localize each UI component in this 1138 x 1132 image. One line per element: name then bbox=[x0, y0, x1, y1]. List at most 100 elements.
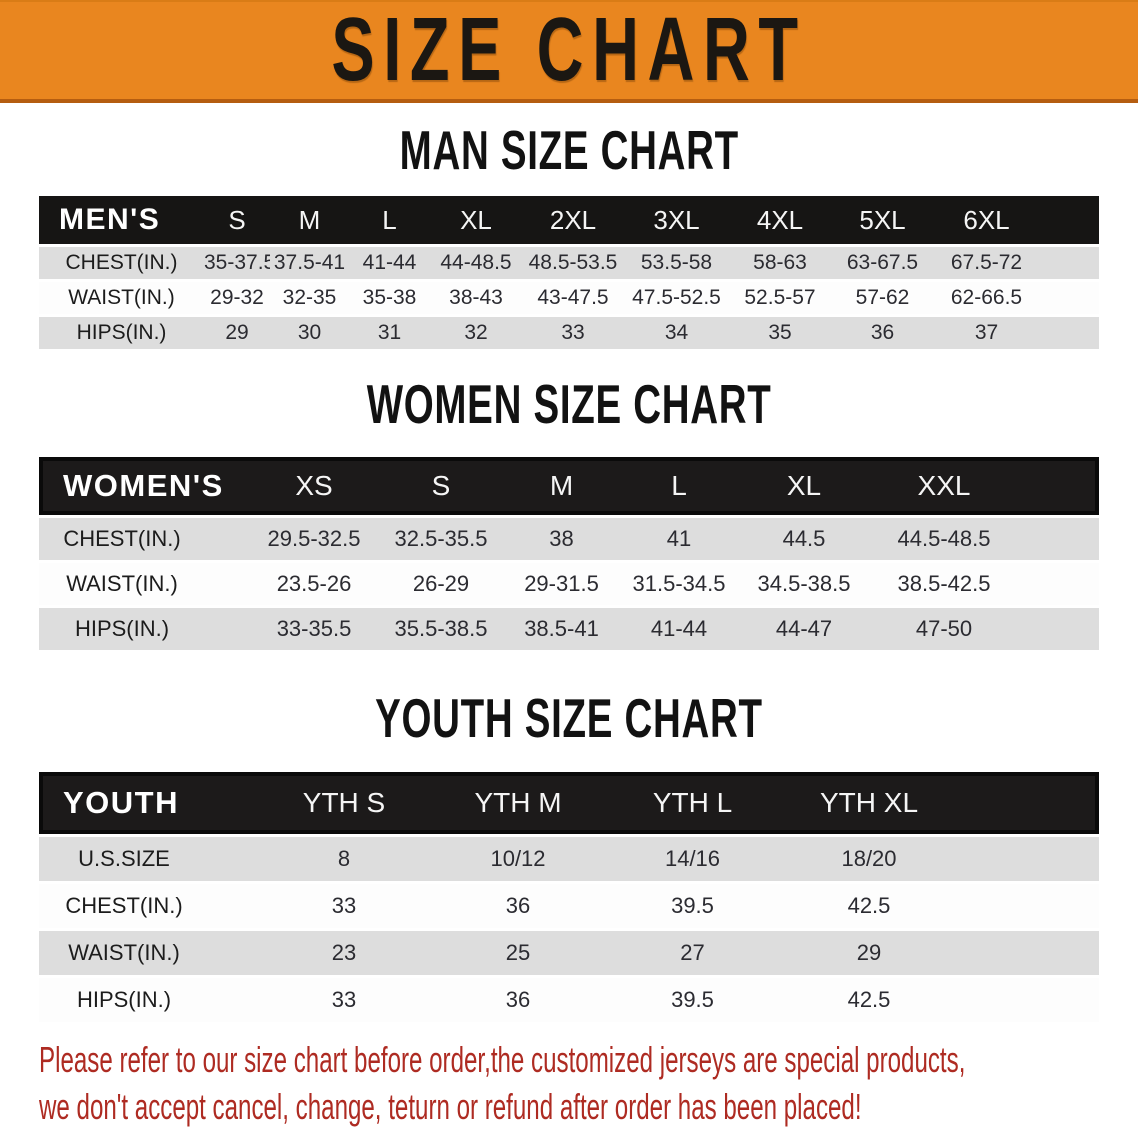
measurement-value: 38-43 bbox=[430, 279, 522, 314]
measurement-value: 29.5-32.5 bbox=[249, 515, 379, 560]
banner-title: SIZE CHART bbox=[331, 0, 807, 100]
measurement-row: U.S.SIZE 8 10/12 14/16 18/20 bbox=[39, 834, 1099, 881]
women-table-title: WOMEN'S bbox=[39, 457, 249, 515]
size-column-header: L bbox=[620, 457, 738, 515]
header-spacer bbox=[958, 772, 1099, 834]
men-chart-heading: MAN SIZE CHART bbox=[0, 123, 1138, 178]
size-column-header: 3XL bbox=[624, 196, 729, 244]
measurement-value: 36 bbox=[831, 314, 934, 349]
size-chart-sections: MAN SIZE CHART MEN'S S M L XL 2XL 3XL 4XL 5XL 6XL C… bbox=[0, 123, 1138, 1022]
measurement-value: 30 bbox=[270, 314, 349, 349]
section-men-size-chart: MAN SIZE CHART MEN'S S M L XL 2XL 3XL 4XL 5XL 6XL C… bbox=[0, 123, 1138, 349]
measurement-value: 23.5-26 bbox=[249, 560, 379, 605]
measurement-value: 10/12 bbox=[431, 834, 605, 881]
size-column-header: YTH M bbox=[431, 772, 605, 834]
measurement-value: 48.5-53.5 bbox=[522, 244, 624, 279]
measurement-value: 41-44 bbox=[620, 605, 738, 650]
measurement-value: 36 bbox=[431, 881, 605, 928]
header-spacer bbox=[1039, 196, 1099, 244]
size-column-header: XL bbox=[738, 457, 870, 515]
measurement-row: HIPS(IN.) 33 36 39.5 42.5 bbox=[39, 975, 1099, 1022]
measurement-value: 29 bbox=[780, 928, 958, 975]
measurement-row: WAIST(IN.) 23 25 27 29 bbox=[39, 928, 1099, 975]
women-chart-heading: WOMEN SIZE CHART bbox=[0, 377, 1138, 432]
row-spacer bbox=[1039, 314, 1099, 349]
women-size-table: WOMEN'S XS S M L XL XXL CHEST(IN.) 29.5-32.5 32.5… bbox=[39, 457, 1099, 650]
measurement-label: U.S.SIZE bbox=[39, 834, 257, 881]
measurement-row: CHEST(IN.) 33 36 39.5 42.5 bbox=[39, 881, 1099, 928]
measurement-value: 57-62 bbox=[831, 279, 934, 314]
measurement-value: 29 bbox=[204, 314, 270, 349]
measurement-value: 67.5-72 bbox=[934, 244, 1039, 279]
row-spacer bbox=[1018, 605, 1099, 650]
measurement-label: HIPS(IN.) bbox=[39, 975, 257, 1022]
measurement-value: 44-48.5 bbox=[430, 244, 522, 279]
row-spacer bbox=[1039, 279, 1099, 314]
measurement-label: CHEST(IN.) bbox=[39, 244, 204, 279]
section-women-size-chart: WOMEN SIZE CHART WOMEN'S XS S M L XL XXL CHEST(I… bbox=[0, 377, 1138, 650]
size-column-header: XXL bbox=[870, 457, 1018, 515]
size-column-header: XL bbox=[430, 196, 522, 244]
measurement-value: 58-63 bbox=[729, 244, 831, 279]
youth-table-title: YOUTH bbox=[39, 772, 257, 834]
measurement-value: 35-38 bbox=[349, 279, 430, 314]
measurement-row: CHEST(IN.) 29.5-32.5 32.5-35.5 38 41 44.5 44.5… bbox=[39, 515, 1099, 560]
measurement-value: 29-32 bbox=[204, 279, 270, 314]
measurement-value: 35-37.5 bbox=[204, 244, 270, 279]
measurement-label: CHEST(IN.) bbox=[39, 515, 249, 560]
men-table-title: MEN'S bbox=[39, 196, 204, 244]
measurement-value: 25 bbox=[431, 928, 605, 975]
row-spacer bbox=[1039, 244, 1099, 279]
measurement-value: 52.5-57 bbox=[729, 279, 831, 314]
measurement-row: CHEST(IN.) 35-37.5 37.5-41 41-44 44-48.5 48.5… bbox=[39, 244, 1099, 279]
measurement-value: 41-44 bbox=[349, 244, 430, 279]
measurement-value: 44-47 bbox=[738, 605, 870, 650]
measurement-value: 63-67.5 bbox=[831, 244, 934, 279]
measurement-value: 47.5-52.5 bbox=[624, 279, 729, 314]
measurement-value: 39.5 bbox=[605, 975, 780, 1022]
footer-note: Please refer to our size chart before or… bbox=[39, 1036, 1138, 1130]
measurement-value: 53.5-58 bbox=[624, 244, 729, 279]
measurement-value: 41 bbox=[620, 515, 738, 560]
youth-chart-heading-text: YOUTH SIZE CHART bbox=[375, 687, 763, 749]
measurement-value: 33-35.5 bbox=[249, 605, 379, 650]
measurement-value: 36 bbox=[431, 975, 605, 1022]
youth-header-row: YOUTH YTH S YTH M YTH L YTH XL bbox=[39, 772, 1099, 834]
men-header-row: MEN'S S M L XL 2XL 3XL 4XL 5XL 6XL bbox=[39, 196, 1099, 244]
measurement-value: 14/16 bbox=[605, 834, 780, 881]
size-column-header: YTH L bbox=[605, 772, 780, 834]
measurement-value: 44.5 bbox=[738, 515, 870, 560]
measurement-value: 33 bbox=[522, 314, 624, 349]
measurement-value: 32 bbox=[430, 314, 522, 349]
footer-note-line1: Please refer to our size chart before or… bbox=[39, 1039, 966, 1080]
measurement-value: 32.5-35.5 bbox=[379, 515, 503, 560]
measurement-label: CHEST(IN.) bbox=[39, 881, 257, 928]
measurement-value: 37 bbox=[934, 314, 1039, 349]
measurement-value: 8 bbox=[257, 834, 431, 881]
measurement-label: HIPS(IN.) bbox=[39, 314, 204, 349]
section-youth-size-chart: YOUTH SIZE CHART YOUTH YTH S YTH M YTH L YTH … bbox=[0, 691, 1138, 1022]
measurement-value: 38.5-42.5 bbox=[870, 560, 1018, 605]
measurement-label: WAIST(IN.) bbox=[39, 928, 257, 975]
measurement-value: 18/20 bbox=[780, 834, 958, 881]
measurement-value: 37.5-41 bbox=[270, 244, 349, 279]
row-spacer bbox=[958, 975, 1099, 1022]
banner: SIZE CHART bbox=[0, 0, 1138, 103]
women-chart-heading-text: WOMEN SIZE CHART bbox=[366, 373, 772, 435]
size-column-header: 2XL bbox=[522, 196, 624, 244]
row-spacer bbox=[958, 881, 1099, 928]
measurement-value: 42.5 bbox=[780, 975, 958, 1022]
measurement-row: HIPS(IN.) 29 30 31 32 33 34 35 36 37 bbox=[39, 314, 1099, 349]
size-column-header: S bbox=[204, 196, 270, 244]
measurement-value: 29-31.5 bbox=[503, 560, 620, 605]
measurement-value: 26-29 bbox=[379, 560, 503, 605]
row-spacer bbox=[1018, 515, 1099, 560]
measurement-value: 33 bbox=[257, 975, 431, 1022]
measurement-label: WAIST(IN.) bbox=[39, 279, 204, 314]
measurement-value: 31.5-34.5 bbox=[620, 560, 738, 605]
size-column-header: S bbox=[379, 457, 503, 515]
size-column-header: 6XL bbox=[934, 196, 1039, 244]
measurement-value: 42.5 bbox=[780, 881, 958, 928]
measurement-value: 35.5-38.5 bbox=[379, 605, 503, 650]
